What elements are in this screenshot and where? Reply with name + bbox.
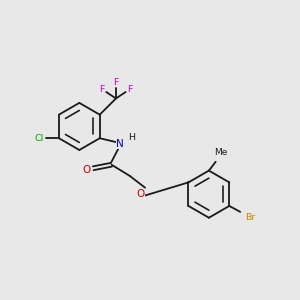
Text: N: N — [116, 139, 124, 148]
Text: Cl: Cl — [34, 134, 44, 143]
Text: O: O — [83, 165, 91, 175]
Text: Me: Me — [214, 148, 228, 158]
Text: O: O — [136, 189, 145, 199]
Text: F: F — [128, 85, 133, 94]
Text: F: F — [99, 85, 104, 94]
Text: F: F — [113, 78, 118, 87]
Text: H: H — [128, 133, 135, 142]
Text: Br: Br — [245, 213, 255, 222]
